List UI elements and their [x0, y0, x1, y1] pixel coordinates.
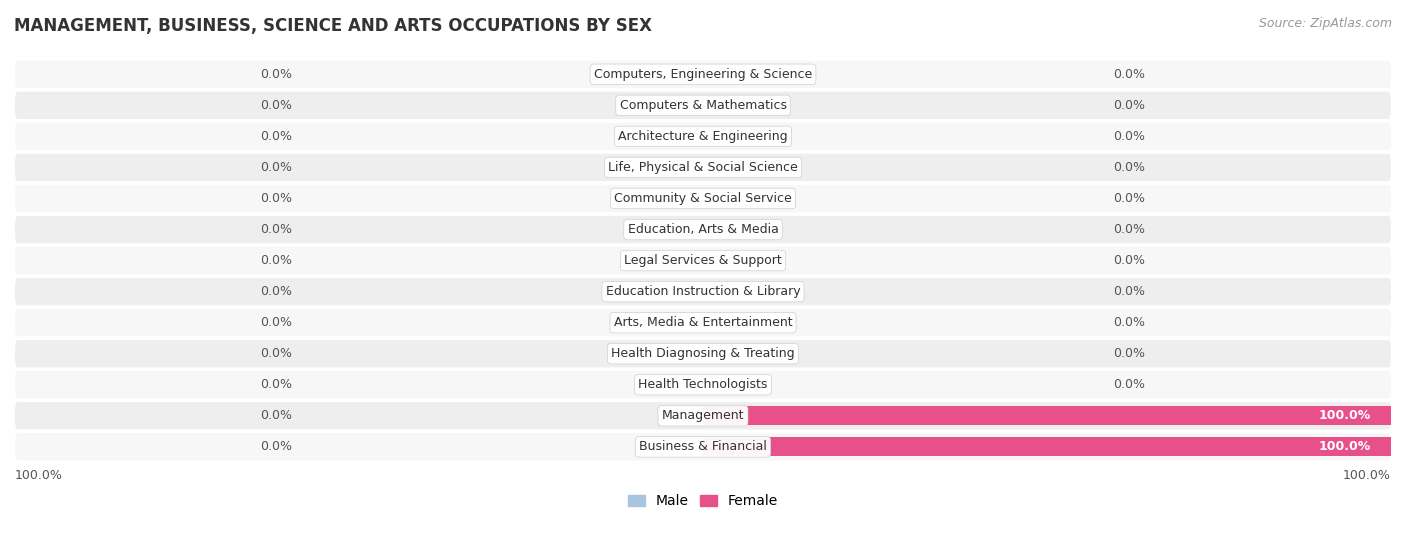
FancyBboxPatch shape [15, 216, 1391, 243]
Text: 100.0%: 100.0% [15, 469, 63, 482]
FancyBboxPatch shape [15, 60, 1391, 88]
Text: Computers, Engineering & Science: Computers, Engineering & Science [593, 68, 813, 81]
Text: 0.0%: 0.0% [1114, 223, 1146, 236]
Text: 0.0%: 0.0% [260, 254, 292, 267]
Text: 0.0%: 0.0% [260, 68, 292, 81]
Text: 0.0%: 0.0% [1114, 130, 1146, 143]
Text: Education, Arts & Media: Education, Arts & Media [627, 223, 779, 236]
Text: 0.0%: 0.0% [1114, 68, 1146, 81]
Text: Management: Management [662, 409, 744, 422]
Text: Source: ZipAtlas.com: Source: ZipAtlas.com [1258, 17, 1392, 30]
FancyBboxPatch shape [15, 185, 1391, 212]
Text: Community & Social Service: Community & Social Service [614, 192, 792, 205]
FancyBboxPatch shape [15, 309, 1391, 337]
Text: 100.0%: 100.0% [1317, 440, 1371, 453]
Text: Education Instruction & Library: Education Instruction & Library [606, 285, 800, 298]
FancyBboxPatch shape [15, 92, 1391, 119]
Text: Health Technologists: Health Technologists [638, 378, 768, 391]
Text: 0.0%: 0.0% [260, 130, 292, 143]
Text: Arts, Media & Entertainment: Arts, Media & Entertainment [613, 316, 793, 329]
FancyBboxPatch shape [15, 402, 1391, 429]
Text: 0.0%: 0.0% [1114, 316, 1146, 329]
Text: 0.0%: 0.0% [1114, 161, 1146, 174]
Text: 0.0%: 0.0% [260, 285, 292, 298]
Bar [703, 406, 1391, 425]
FancyBboxPatch shape [15, 123, 1391, 150]
Text: 0.0%: 0.0% [260, 409, 292, 422]
FancyBboxPatch shape [15, 371, 1391, 399]
Bar [703, 437, 1391, 457]
Text: 0.0%: 0.0% [1114, 285, 1146, 298]
Text: 0.0%: 0.0% [1114, 254, 1146, 267]
Text: Life, Physical & Social Science: Life, Physical & Social Science [609, 161, 797, 174]
Text: 0.0%: 0.0% [1114, 378, 1146, 391]
FancyBboxPatch shape [15, 433, 1391, 461]
Text: 0.0%: 0.0% [260, 347, 292, 360]
Text: Legal Services & Support: Legal Services & Support [624, 254, 782, 267]
Text: Business & Financial: Business & Financial [640, 440, 766, 453]
Text: 0.0%: 0.0% [260, 378, 292, 391]
FancyBboxPatch shape [15, 340, 1391, 367]
Text: 0.0%: 0.0% [260, 161, 292, 174]
FancyBboxPatch shape [15, 247, 1391, 274]
Text: 100.0%: 100.0% [1317, 409, 1371, 422]
FancyBboxPatch shape [15, 278, 1391, 305]
Text: Computers & Mathematics: Computers & Mathematics [620, 99, 786, 112]
Legend: Male, Female: Male, Female [623, 489, 783, 514]
Text: 0.0%: 0.0% [260, 99, 292, 112]
Text: Architecture & Engineering: Architecture & Engineering [619, 130, 787, 143]
Text: 0.0%: 0.0% [260, 223, 292, 236]
Text: Health Diagnosing & Treating: Health Diagnosing & Treating [612, 347, 794, 360]
Text: 100.0%: 100.0% [1343, 469, 1391, 482]
Text: 0.0%: 0.0% [260, 192, 292, 205]
Text: MANAGEMENT, BUSINESS, SCIENCE AND ARTS OCCUPATIONS BY SEX: MANAGEMENT, BUSINESS, SCIENCE AND ARTS O… [14, 17, 652, 35]
Text: 0.0%: 0.0% [1114, 347, 1146, 360]
Text: 0.0%: 0.0% [1114, 99, 1146, 112]
Text: 0.0%: 0.0% [260, 316, 292, 329]
Text: 0.0%: 0.0% [260, 440, 292, 453]
Text: 0.0%: 0.0% [1114, 192, 1146, 205]
FancyBboxPatch shape [15, 154, 1391, 181]
